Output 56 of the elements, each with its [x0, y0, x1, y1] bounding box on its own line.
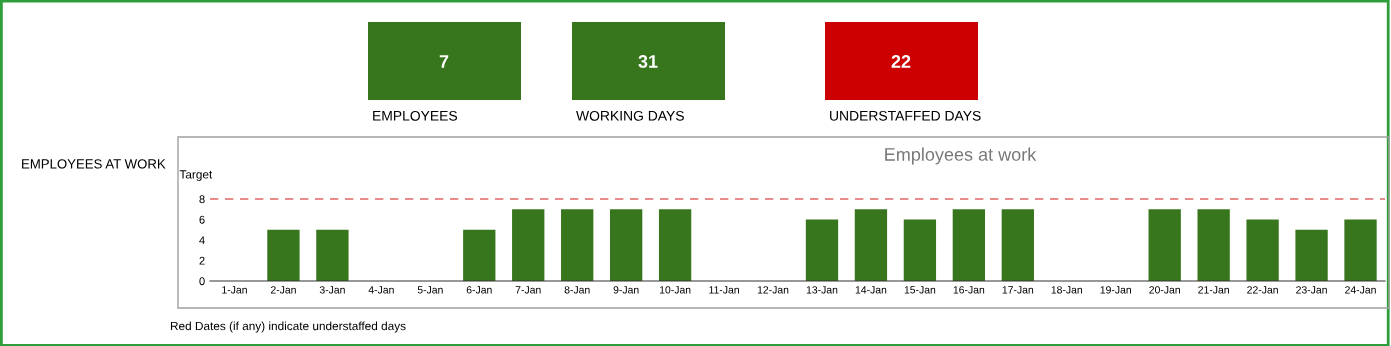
- bar: [854, 209, 888, 281]
- bar: [1295, 229, 1328, 281]
- x-tick-label: 8-Jan: [564, 286, 590, 294]
- category-label: EMPLOYEES: [373, 110, 458, 121]
- bar: [1001, 209, 1034, 281]
- bar: [658, 209, 692, 281]
- x-tick-label: 6-Jan: [466, 286, 492, 294]
- bar: [805, 219, 839, 281]
- bar: [952, 209, 986, 281]
- data-label: 7: [439, 55, 449, 68]
- x-tick-label: 19-Jan: [1100, 286, 1131, 294]
- x-tick-label: 17-Jan: [1002, 286, 1034, 294]
- x-tick-label: 22-Jan: [1247, 286, 1278, 294]
- bar: [1148, 209, 1181, 281]
- bar: [561, 209, 594, 281]
- text: Red Dates (if any) indicate understaffed days: [170, 321, 406, 333]
- data-label: 22: [891, 55, 911, 68]
- category-label: WORKING DAYS: [576, 110, 684, 121]
- x-tick-label: 11-Jan: [709, 286, 739, 294]
- x-tick-label: 5-Jan: [417, 286, 443, 294]
- y-tick-label: 8: [199, 195, 205, 204]
- chart-title: Employees at work: [885, 147, 1037, 165]
- category-label: UNDERSTAFFED DAYS: [830, 110, 981, 121]
- y-axis-title: EMPLOYEES AT WORK: [22, 159, 166, 169]
- x-tick-label: 15-Jan: [904, 286, 936, 294]
- x-tick-label: 3-Jan: [319, 286, 345, 294]
- bar: [267, 229, 300, 281]
- x-tick-label: 13-Jan: [806, 286, 838, 294]
- x-tick-label: 9-Jan: [613, 286, 639, 294]
- y-tick-label: 0: [199, 277, 205, 286]
- x-tick-label: 18-Jan: [1051, 286, 1083, 294]
- bar: [1197, 209, 1230, 281]
- x-tick-label: 23-Jan: [1296, 286, 1327, 294]
- y-tick-label: 4: [199, 236, 205, 245]
- x-tick-label: 16-Jan: [953, 286, 985, 294]
- ref-line-label: Target: [179, 170, 213, 181]
- x-tick-label: 20-Jan: [1149, 286, 1180, 294]
- x-tick-label: 24-Jan: [1345, 286, 1376, 294]
- x-tick-label: 21-Jan: [1198, 286, 1229, 294]
- x-tick-label: 12-Jan: [757, 286, 789, 294]
- x-tick-label: 7-Jan: [515, 286, 541, 294]
- bar: [1344, 219, 1377, 281]
- bar: [463, 229, 496, 281]
- x-tick-label: 2-Jan: [270, 286, 296, 294]
- x-tick-label: 1-Jan: [222, 286, 247, 294]
- bar: [609, 209, 643, 281]
- y-tick-label: 6: [199, 215, 205, 224]
- bar: [316, 229, 349, 281]
- bar: [512, 209, 545, 281]
- data-label: 31: [638, 55, 658, 68]
- x-tick-label: 14-Jan: [855, 286, 887, 294]
- bar: [903, 219, 937, 281]
- y-tick-label: 2: [199, 256, 205, 265]
- x-tick-label: 4-Jan: [368, 286, 394, 294]
- x-tick-label: 10-Jan: [659, 286, 691, 294]
- bar: [1246, 219, 1279, 281]
